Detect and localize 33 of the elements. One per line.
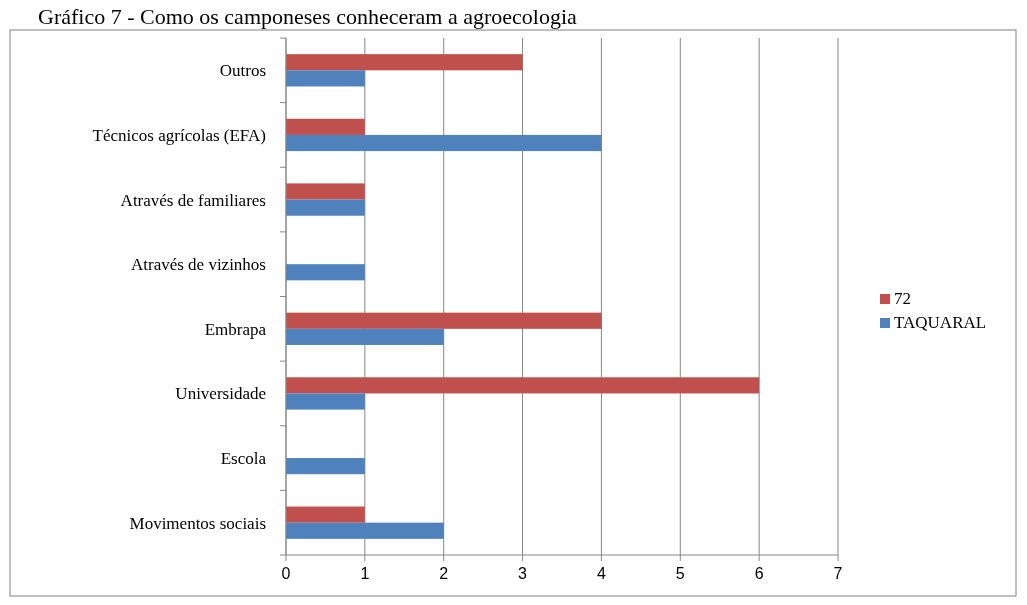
bar — [286, 199, 365, 216]
bar — [286, 70, 365, 87]
y-tick-label: Universidade — [175, 384, 266, 404]
x-tick-label: 3 — [518, 565, 528, 582]
x-tick-label: 0 — [281, 565, 291, 582]
x-tick-label: 4 — [596, 565, 606, 582]
y-tick-label: Técnicos agrícolas (EFA) — [92, 125, 266, 145]
bar — [286, 134, 602, 152]
legend-label: 72 — [894, 289, 911, 308]
bar — [286, 506, 365, 523]
y-tick-label: Através de familiares — [120, 190, 266, 210]
bar — [286, 264, 365, 281]
bar — [286, 328, 444, 345]
bar — [286, 393, 365, 410]
bar — [286, 118, 365, 135]
bar — [286, 183, 365, 200]
bar — [286, 54, 523, 71]
x-tick-label: 1 — [360, 565, 370, 582]
y-tick-label: Embrapa — [204, 319, 267, 339]
x-tick-label: 6 — [754, 565, 764, 582]
bar — [286, 458, 365, 475]
legend-label: TAQUARAL — [894, 313, 987, 332]
bar — [286, 312, 602, 329]
chart-title: Gráfico 7 - Como os camponeses conheceram a agroecologia — [38, 4, 578, 29]
x-tick-label: 2 — [439, 565, 449, 582]
bar — [286, 522, 444, 539]
y-tick-label: Movimentos sociais — [129, 513, 266, 533]
x-tick-label: 7 — [833, 565, 843, 582]
y-tick-label: Outros — [219, 61, 266, 81]
bar — [286, 377, 760, 394]
x-tick-label: 5 — [675, 565, 685, 582]
y-tick-label: Escola — [220, 449, 267, 469]
y-tick-label: Através de vizinhos — [130, 255, 266, 275]
